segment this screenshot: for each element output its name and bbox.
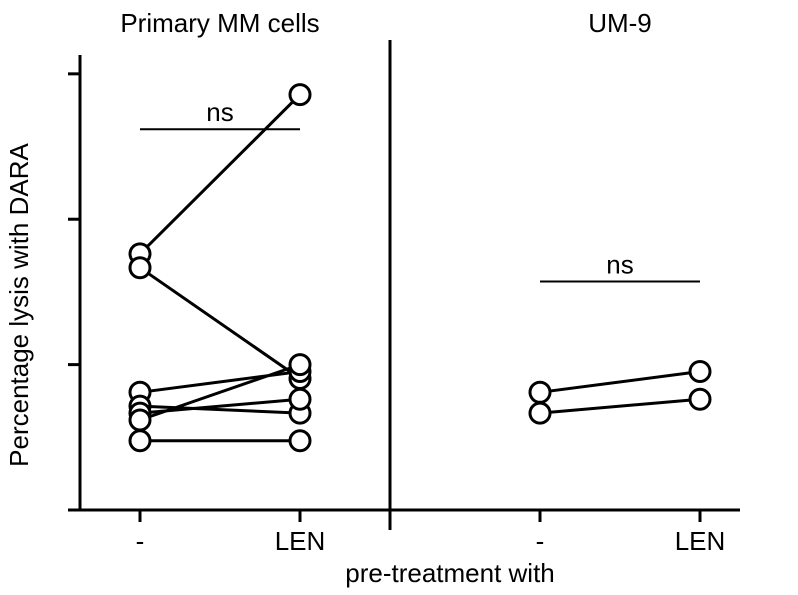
data-marker xyxy=(290,355,310,375)
y-axis-label: Percentage lysis with DARA xyxy=(4,143,34,467)
x-tick-label: LEN xyxy=(675,526,726,556)
pair-connector xyxy=(140,372,300,393)
data-marker xyxy=(130,410,150,430)
data-marker xyxy=(130,431,150,451)
pair-connector xyxy=(540,372,700,393)
data-marker xyxy=(530,382,550,402)
data-marker xyxy=(690,389,710,409)
data-marker xyxy=(690,362,710,382)
x-tick-label: - xyxy=(536,526,545,556)
chart-svg: Percentage lysis with DARA Primary MM cel… xyxy=(0,0,798,595)
x-tick-label: - xyxy=(136,526,145,556)
chart-container: Percentage lysis with DARA Primary MM cel… xyxy=(0,0,798,595)
data-marker xyxy=(530,403,550,423)
data-marker xyxy=(290,85,310,105)
pair-connector xyxy=(540,399,700,413)
panel-title: Primary MM cells xyxy=(120,8,319,38)
ns-label: ns xyxy=(606,250,633,280)
x-axis-label: pre-treatment with xyxy=(345,558,555,588)
pair-connector xyxy=(140,268,300,379)
data-marker xyxy=(290,431,310,451)
data-marker xyxy=(130,258,150,278)
data-marker xyxy=(290,389,310,409)
x-tick-label: LEN xyxy=(275,526,326,556)
panel-title: UM-9 xyxy=(588,8,652,38)
ns-label: ns xyxy=(206,97,233,127)
